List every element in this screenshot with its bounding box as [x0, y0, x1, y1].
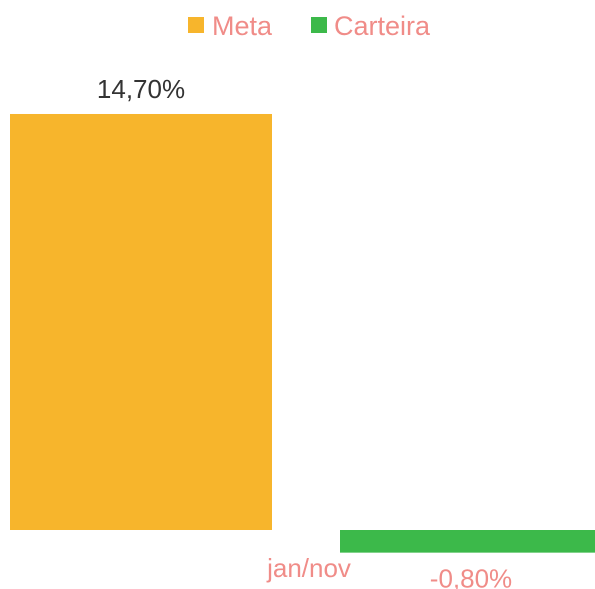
value-label-carteira: -0,80%: [430, 564, 512, 589]
value-label-meta: 14,70%: [97, 74, 185, 104]
bar-carteira: [340, 530, 595, 553]
legend-label-carteira: Carteira: [334, 11, 431, 41]
category-label: jan/nov: [266, 553, 351, 583]
legend-swatch-meta: [188, 17, 204, 33]
legend-swatch-carteira: [311, 17, 327, 33]
legend: Meta Carteira: [188, 11, 431, 41]
bar-meta: [10, 113, 272, 531]
legend-label-meta: Meta: [212, 11, 273, 41]
